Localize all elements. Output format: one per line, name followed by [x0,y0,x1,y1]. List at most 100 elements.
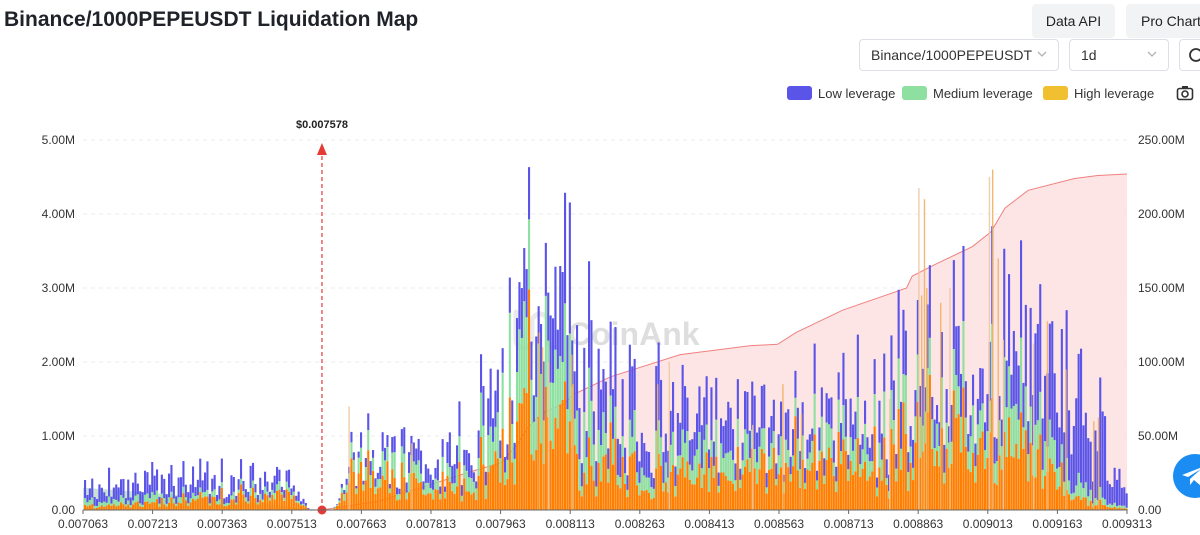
symbol-select[interactable]: Binance/1000PEPEUSDT [859,39,1059,71]
bar-low-leverage [1053,373,1056,441]
bar-high-leverage [823,483,826,510]
bar-medium-leverage [688,464,691,480]
x-tick-label: 0.007213 [128,517,178,531]
bar-high-leverage [168,502,171,510]
camera-icon[interactable] [1176,84,1194,102]
bar-high-leverage [172,503,175,510]
bar-high-leverage [415,478,418,510]
bar-medium-leverage [280,492,283,495]
bar-medium-leverage [504,472,507,486]
bar-low-leverage [573,371,576,419]
bar-medium-leverage [415,464,418,479]
bar-low-leverage [463,449,466,466]
bar-high-leverage [648,492,651,510]
bar-low-leverage [780,401,783,437]
bar-medium-leverage [626,489,629,498]
bar-medium-leverage [1106,504,1109,507]
bar-medium-leverage [376,479,379,489]
bar-medium-leverage [513,458,516,485]
bar-medium-leverage [564,303,567,382]
bar-high-leverage [420,481,423,510]
bar-low-leverage [664,433,667,463]
bar-high-leverage [103,506,106,510]
bar-low-leverage [487,398,490,436]
legend-swatch-low [787,86,812,100]
bar-high-leverage [801,459,804,510]
bar-low-leverage [552,318,555,383]
bar-low-leverage [796,407,799,439]
telegram-button[interactable] [1173,454,1200,498]
bar-low-leverage [386,435,389,447]
bar-medium-leverage [780,436,783,468]
bar-medium-leverage [830,428,833,458]
bar-low-leverage [1060,329,1063,445]
bar-high-leverage [136,501,139,510]
bar-medium-leverage [650,487,653,500]
bar-high-leverage [732,483,735,510]
bar-medium-leverage [172,498,175,504]
search-button[interactable] [1179,39,1200,71]
legend-swatch-medium [902,86,927,100]
bar-low-leverage [588,261,591,368]
bar-low-leverage [504,457,507,473]
spike-bar [991,169,994,510]
bar-high-leverage [542,463,545,510]
current-price-arrow [316,143,327,155]
bar-low-leverage [789,456,792,475]
bar-low-leverage [252,462,255,481]
bar-medium-leverage [895,468,898,482]
bar-medium-leverage [1082,488,1085,498]
data-api-button[interactable]: Data API [1032,4,1115,38]
bar-high-leverage [340,492,343,510]
bar-high-leverage [216,504,219,510]
bar-medium-leverage [271,489,274,495]
bar-medium-leverage [624,473,627,484]
bar-high-leverage [230,499,233,510]
spike-bar [668,362,670,510]
bar-high-leverage [544,386,547,510]
bar-medium-leverage [249,487,252,496]
bar-high-leverage [292,495,295,510]
bar-low-leverage [998,396,1001,421]
bar-high-leverage [470,494,473,510]
bar-medium-leverage [439,493,442,500]
bar-high-leverage [345,492,348,510]
bar-medium-leverage [434,478,437,490]
legend-medium-leverage[interactable]: Medium leverage [902,85,1033,101]
bar-medium-leverage [379,478,382,488]
bar-high-leverage [1089,500,1092,510]
bar-high-leverage [288,491,291,510]
bar-high-leverage [904,433,907,510]
pro-chart-button[interactable]: Pro Chart [1126,4,1200,38]
bar-medium-leverage [304,505,307,507]
bar-low-leverage [264,471,267,487]
bar-high-leverage [120,502,123,510]
legend-low-leverage[interactable]: Low leverage [787,85,895,101]
bar-high-leverage [943,483,946,510]
bar-low-leverage [436,459,439,481]
bar-medium-leverage [777,455,780,475]
bar-high-leverage [482,464,485,510]
bar-high-leverage [448,481,451,510]
bar-low-leverage [964,381,967,418]
bar-high-leverage [583,472,586,510]
bar-low-leverage [240,459,243,479]
bar-high-leverage [830,457,833,510]
bar-high-leverage [921,451,924,510]
bar-low-leverage [722,426,725,459]
bar-low-leverage [715,377,718,420]
bar-high-leverage [974,482,977,510]
bar-medium-leverage [508,312,511,398]
bar-medium-leverage [1101,497,1104,505]
bar-low-leverage [352,452,355,460]
bar-high-leverage [177,502,180,510]
bar-high-leverage [417,482,420,510]
bar-low-leverage [1106,480,1109,505]
bar-medium-leverage [957,386,960,415]
legend-high-leverage[interactable]: High leverage [1043,85,1154,101]
bar-low-leverage [1008,274,1011,367]
bar-medium-leverage [247,501,250,504]
interval-select[interactable]: 1d [1069,39,1169,71]
bar-low-leverage [283,490,286,498]
bar-medium-leverage [859,464,862,477]
